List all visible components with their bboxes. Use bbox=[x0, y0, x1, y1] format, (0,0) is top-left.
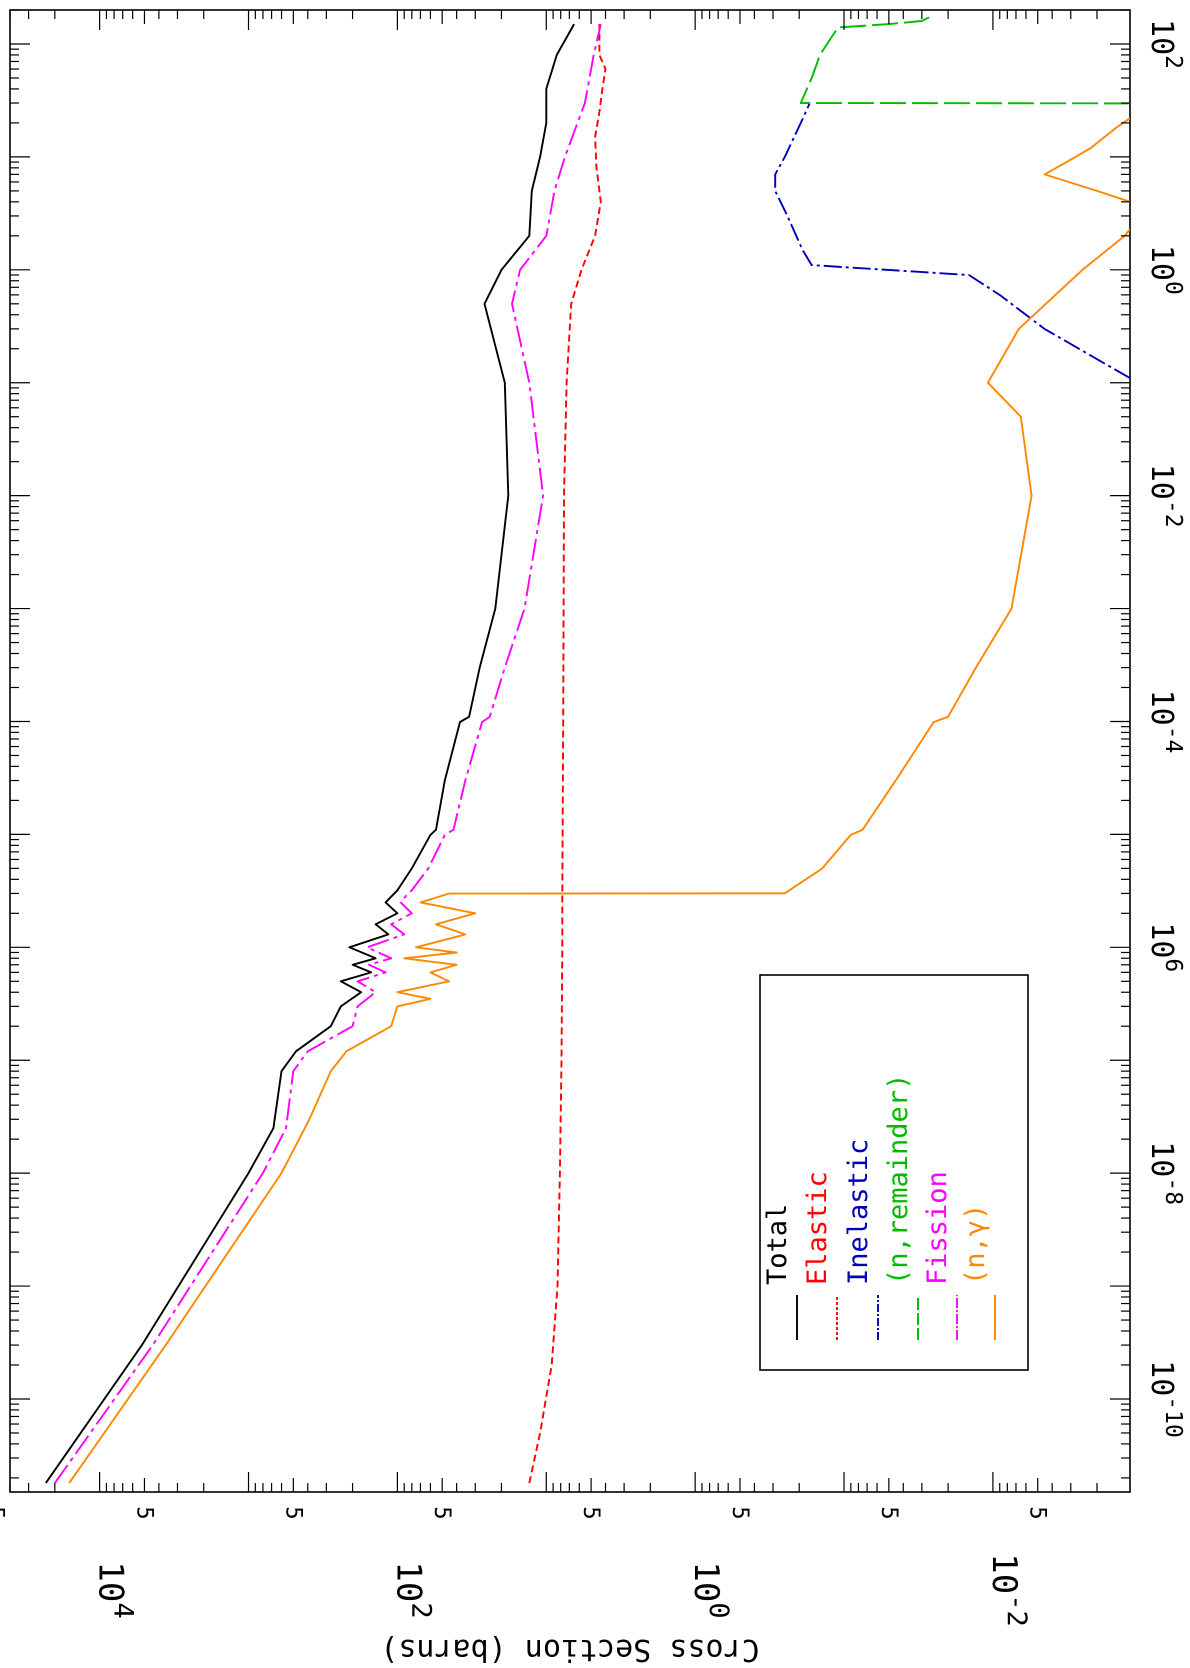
series-line-capture bbox=[68, 228, 1130, 1484]
svg-text:102: 102 bbox=[1144, 19, 1186, 69]
svg-text:106: 106 bbox=[1144, 922, 1186, 972]
x-tick-label: 106 bbox=[1144, 922, 1186, 972]
y-minor-tick-label: 5 bbox=[280, 1506, 305, 1519]
svg-text:10-8: 10-8 bbox=[1144, 1141, 1186, 1205]
series-line-fission bbox=[54, 23, 602, 1484]
y-minor-tick-label: 5 bbox=[131, 1506, 156, 1519]
legend-label-remainder: (n,remainder) bbox=[883, 1074, 914, 1285]
legend-label-capture: (n,γ) bbox=[960, 1204, 991, 1285]
series-layer bbox=[45, 14, 1130, 1484]
svg-text:5: 5 bbox=[280, 1506, 305, 1519]
svg-text:Inelastic: Inelastic bbox=[843, 1139, 874, 1285]
y-tick-label: 10-2 bbox=[984, 1553, 1032, 1626]
svg-text:100: 100 bbox=[1144, 245, 1186, 295]
svg-text:Cross Section (barns): Cross Section (barns) bbox=[380, 1632, 759, 1663]
svg-text:5: 5 bbox=[578, 1506, 603, 1519]
y-tick-label: 102 bbox=[388, 1561, 436, 1618]
y-minor-tick-label: 5 bbox=[727, 1506, 752, 1519]
legend-label-elastic: Elastic bbox=[802, 1171, 833, 1285]
y-minor-tick-label: 5 bbox=[876, 1506, 901, 1519]
svg-text:Elastic: Elastic bbox=[802, 1171, 833, 1285]
svg-text:(n,γ): (n,γ) bbox=[960, 1204, 991, 1285]
svg-text:5: 5 bbox=[727, 1506, 752, 1519]
svg-text:5: 5 bbox=[1025, 1506, 1050, 1519]
x-tick-label: 10-10 bbox=[1144, 1360, 1186, 1438]
legend: Total Elastic Inelastic (n,remainder) Fissio… bbox=[759, 974, 1029, 1371]
plot-frame bbox=[9, 9, 1131, 1493]
y-minor-tick-label: 5 bbox=[578, 1506, 603, 1519]
svg-text:10-4: 10-4 bbox=[1144, 690, 1186, 754]
series-line-inelastic bbox=[774, 102, 1130, 379]
y-tick-label: 104 bbox=[91, 1561, 139, 1618]
svg-text:10-2: 10-2 bbox=[1144, 464, 1186, 528]
x-tick-label: 102 bbox=[1144, 19, 1186, 69]
x-tick-label: 10-4 bbox=[1144, 690, 1186, 754]
svg-text:102: 102 bbox=[388, 1561, 436, 1618]
y-axis-title: Cross Section (barns) bbox=[380, 1632, 759, 1667]
svg-text:104: 104 bbox=[91, 1561, 139, 1618]
y-tick-label: 100 bbox=[686, 1561, 734, 1618]
svg-text:5: 5 bbox=[876, 1506, 901, 1519]
plot-frame-layer bbox=[9, 9, 1131, 1493]
series-line-remainder bbox=[799, 14, 1130, 105]
svg-text:5: 5 bbox=[0, 1506, 8, 1519]
x-tick-label: 100 bbox=[1144, 245, 1186, 295]
legend-label-total: Total bbox=[762, 1204, 793, 1285]
legend-label-fission: Fission bbox=[922, 1171, 953, 1285]
series-line-elastic bbox=[528, 24, 607, 1484]
tick-layer bbox=[9, 9, 1130, 1492]
svg-text:Total: Total bbox=[762, 1204, 793, 1285]
legend-label-inelastic: Inelastic bbox=[843, 1139, 874, 1285]
series-line-capture-high bbox=[1043, 117, 1130, 203]
x-tick-label: 10-2 bbox=[1144, 464, 1186, 528]
y-minor-tick-label: 5 bbox=[1025, 1506, 1050, 1519]
svg-text:10-2: 10-2 bbox=[984, 1553, 1032, 1626]
svg-text:5: 5 bbox=[429, 1506, 454, 1519]
svg-text:5: 5 bbox=[131, 1506, 156, 1519]
svg-text:100: 100 bbox=[686, 1561, 734, 1618]
y-minor-tick-label: 5 bbox=[0, 1506, 8, 1519]
x-tick-label: 10-8 bbox=[1144, 1141, 1186, 1205]
svg-text:(n,remainder): (n,remainder) bbox=[883, 1074, 914, 1285]
svg-text:Fission: Fission bbox=[922, 1171, 953, 1285]
svg-text:10-10: 10-10 bbox=[1144, 1360, 1186, 1438]
label-layer: 10-10 10-8 106 10-4 10-2 100 102 104 102 100 10-2 5… bbox=[0, 19, 1186, 1667]
series-line-total bbox=[45, 23, 575, 1484]
y-minor-tick-label: 5 bbox=[429, 1506, 454, 1519]
legend-box bbox=[759, 974, 1029, 1371]
